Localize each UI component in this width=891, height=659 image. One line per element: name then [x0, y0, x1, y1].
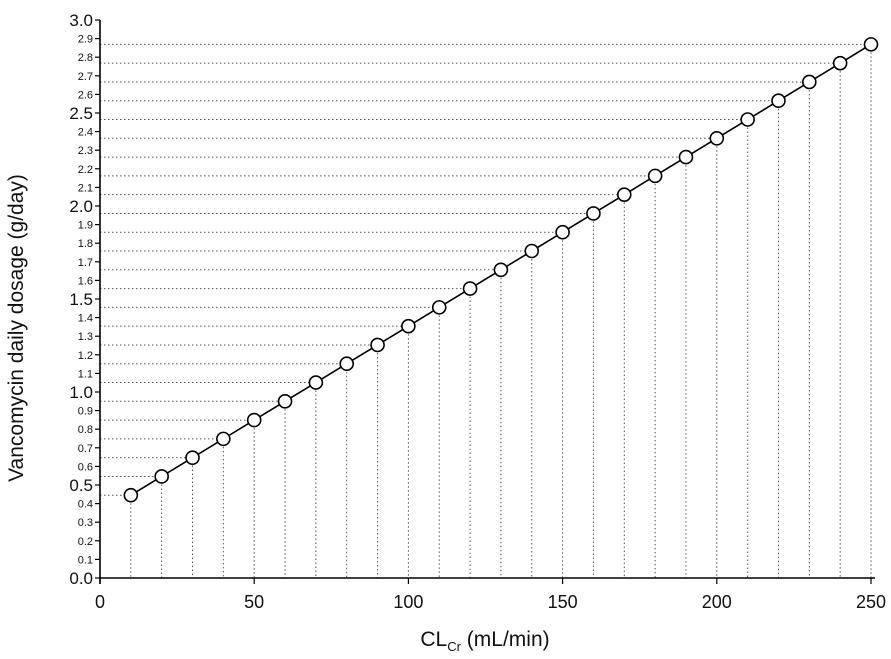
data-point [586, 206, 601, 221]
y-tick-label-minor: 0.9 [78, 406, 93, 418]
data-point [647, 168, 663, 184]
y-tick-label-major: 1.5 [69, 290, 93, 309]
y-axis-title: Vancomycin daily dosage (g/day) [5, 174, 28, 482]
x-axis-title-units: (mL/min) [461, 628, 550, 651]
y-tick-label-minor: 2.7 [78, 71, 93, 83]
x-tick-label: 200 [702, 592, 732, 612]
series-group [123, 37, 879, 503]
data-point [370, 337, 385, 353]
data-point [462, 281, 478, 296]
data-point [431, 300, 447, 315]
data-point [678, 149, 694, 165]
y-tick-label-major: 0.5 [69, 476, 93, 495]
y-tick-label-minor: 1.4 [78, 313, 93, 325]
data-point [123, 487, 139, 503]
x-axis-title-subscript: Cr [447, 639, 461, 654]
y-tick-label-minor: 1.3 [78, 331, 93, 343]
y-tick-label-minor: 0.4 [78, 499, 93, 511]
data-point [832, 55, 848, 71]
y-tick-label-minor: 0.6 [78, 461, 93, 473]
data-point [863, 37, 879, 52]
y-tick-label-minor: 2.2 [78, 164, 93, 176]
data-point [616, 187, 632, 202]
guide-lines [100, 43, 872, 578]
data-point [709, 130, 725, 146]
data-point [401, 318, 416, 334]
y-tick-label-minor: 1.8 [78, 238, 93, 250]
data-point [339, 356, 355, 372]
data-point [555, 224, 570, 240]
x-axis-title-main: CL [420, 628, 447, 651]
y-tick-label-major: 0.0 [69, 569, 93, 588]
data-point [493, 262, 509, 278]
data-point [308, 375, 324, 390]
y-tick-label-minor: 0.7 [78, 443, 93, 455]
y-tick-label-minor: 2.4 [78, 127, 93, 139]
y-tick-label-minor: 2.3 [78, 145, 93, 157]
y-tick-label-minor: 0.8 [78, 424, 93, 436]
y-tick-label-minor: 1.6 [78, 275, 93, 287]
y-tick-label-major: 1.0 [69, 383, 93, 402]
y-tick-label-major: 2.0 [69, 197, 93, 216]
data-point [154, 469, 169, 484]
x-tick-label: 0 [95, 592, 105, 612]
ticks: 0.0 0.5 1.0 1.5 2.0 2.5 3.0 0.1 0.2 0.3 0.4 0.6 0.7 0… [69, 11, 886, 612]
x-tick-label: 50 [244, 592, 264, 612]
y-tick-label-minor: 0.3 [78, 517, 93, 529]
x-tick-label: 250 [856, 592, 886, 612]
data-point [524, 243, 540, 259]
x-tick-label: 100 [393, 592, 423, 612]
y-tick-label-minor: 1.7 [78, 257, 93, 269]
data-point [246, 412, 262, 428]
y-tick-label-minor: 2.8 [78, 52, 93, 64]
y-tick-label-minor: 1.2 [78, 350, 93, 362]
y-tick-label-major: 3.0 [69, 11, 93, 30]
axes [99, 20, 875, 584]
data-point [216, 431, 231, 447]
data-point [802, 74, 817, 90]
x-axis-title: CLCr (mL/min) [420, 628, 549, 654]
data-point [277, 393, 293, 409]
x-tick-label: 150 [548, 592, 578, 612]
y-tick-label-minor: 2.9 [78, 34, 93, 46]
y-tick-label-minor: 0.1 [78, 554, 93, 566]
y-tick-label-minor: 2.1 [78, 182, 93, 194]
data-point [740, 112, 755, 127]
data-point [771, 93, 786, 109]
y-tick-label-minor: 1.1 [78, 368, 93, 380]
y-tick-label-minor: 1.9 [78, 220, 93, 232]
data-point [185, 450, 200, 465]
y-tick-label-minor: 0.2 [78, 536, 93, 548]
y-tick-label-major: 2.5 [69, 104, 93, 123]
y-tick-label-minor: 2.6 [78, 89, 93, 101]
